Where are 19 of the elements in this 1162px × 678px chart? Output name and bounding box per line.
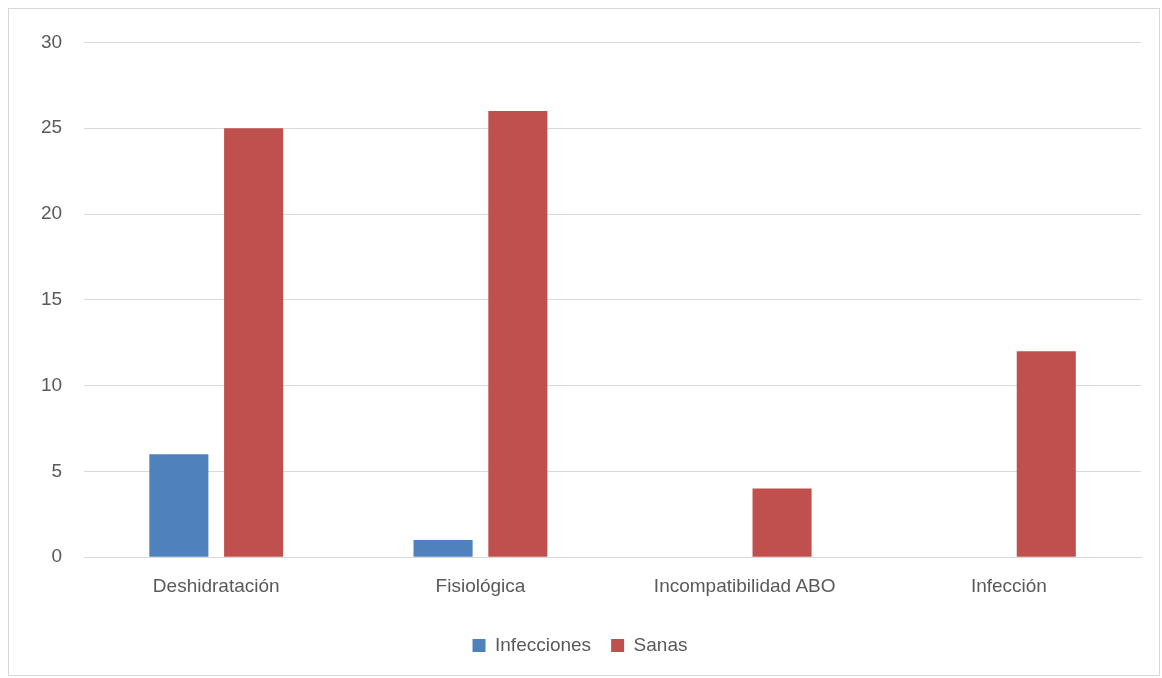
- x-tick-label: Incompatibilidad ABO: [653, 574, 836, 596]
- x-tick-label: Deshidratación: [152, 574, 280, 596]
- y-tick-label: 5: [51, 459, 63, 481]
- y-tick-label: 30: [40, 30, 63, 52]
- bar: [1016, 351, 1076, 557]
- y-tick-label: 25: [40, 116, 63, 138]
- bar: [488, 111, 548, 557]
- bar: [149, 454, 209, 557]
- bar: [752, 488, 812, 557]
- bar: [224, 128, 284, 557]
- y-tick-label: 15: [40, 288, 63, 310]
- x-tick-label: Fisiológica: [435, 574, 526, 596]
- legend-label: Sanas: [633, 633, 688, 655]
- x-tick-label: Infección: [970, 574, 1047, 596]
- y-tick-label: 20: [40, 202, 63, 224]
- y-tick-label: 10: [40, 373, 63, 395]
- y-tick-label: 0: [51, 545, 63, 567]
- legend-label: Infecciones: [495, 633, 592, 655]
- bar: [413, 540, 473, 557]
